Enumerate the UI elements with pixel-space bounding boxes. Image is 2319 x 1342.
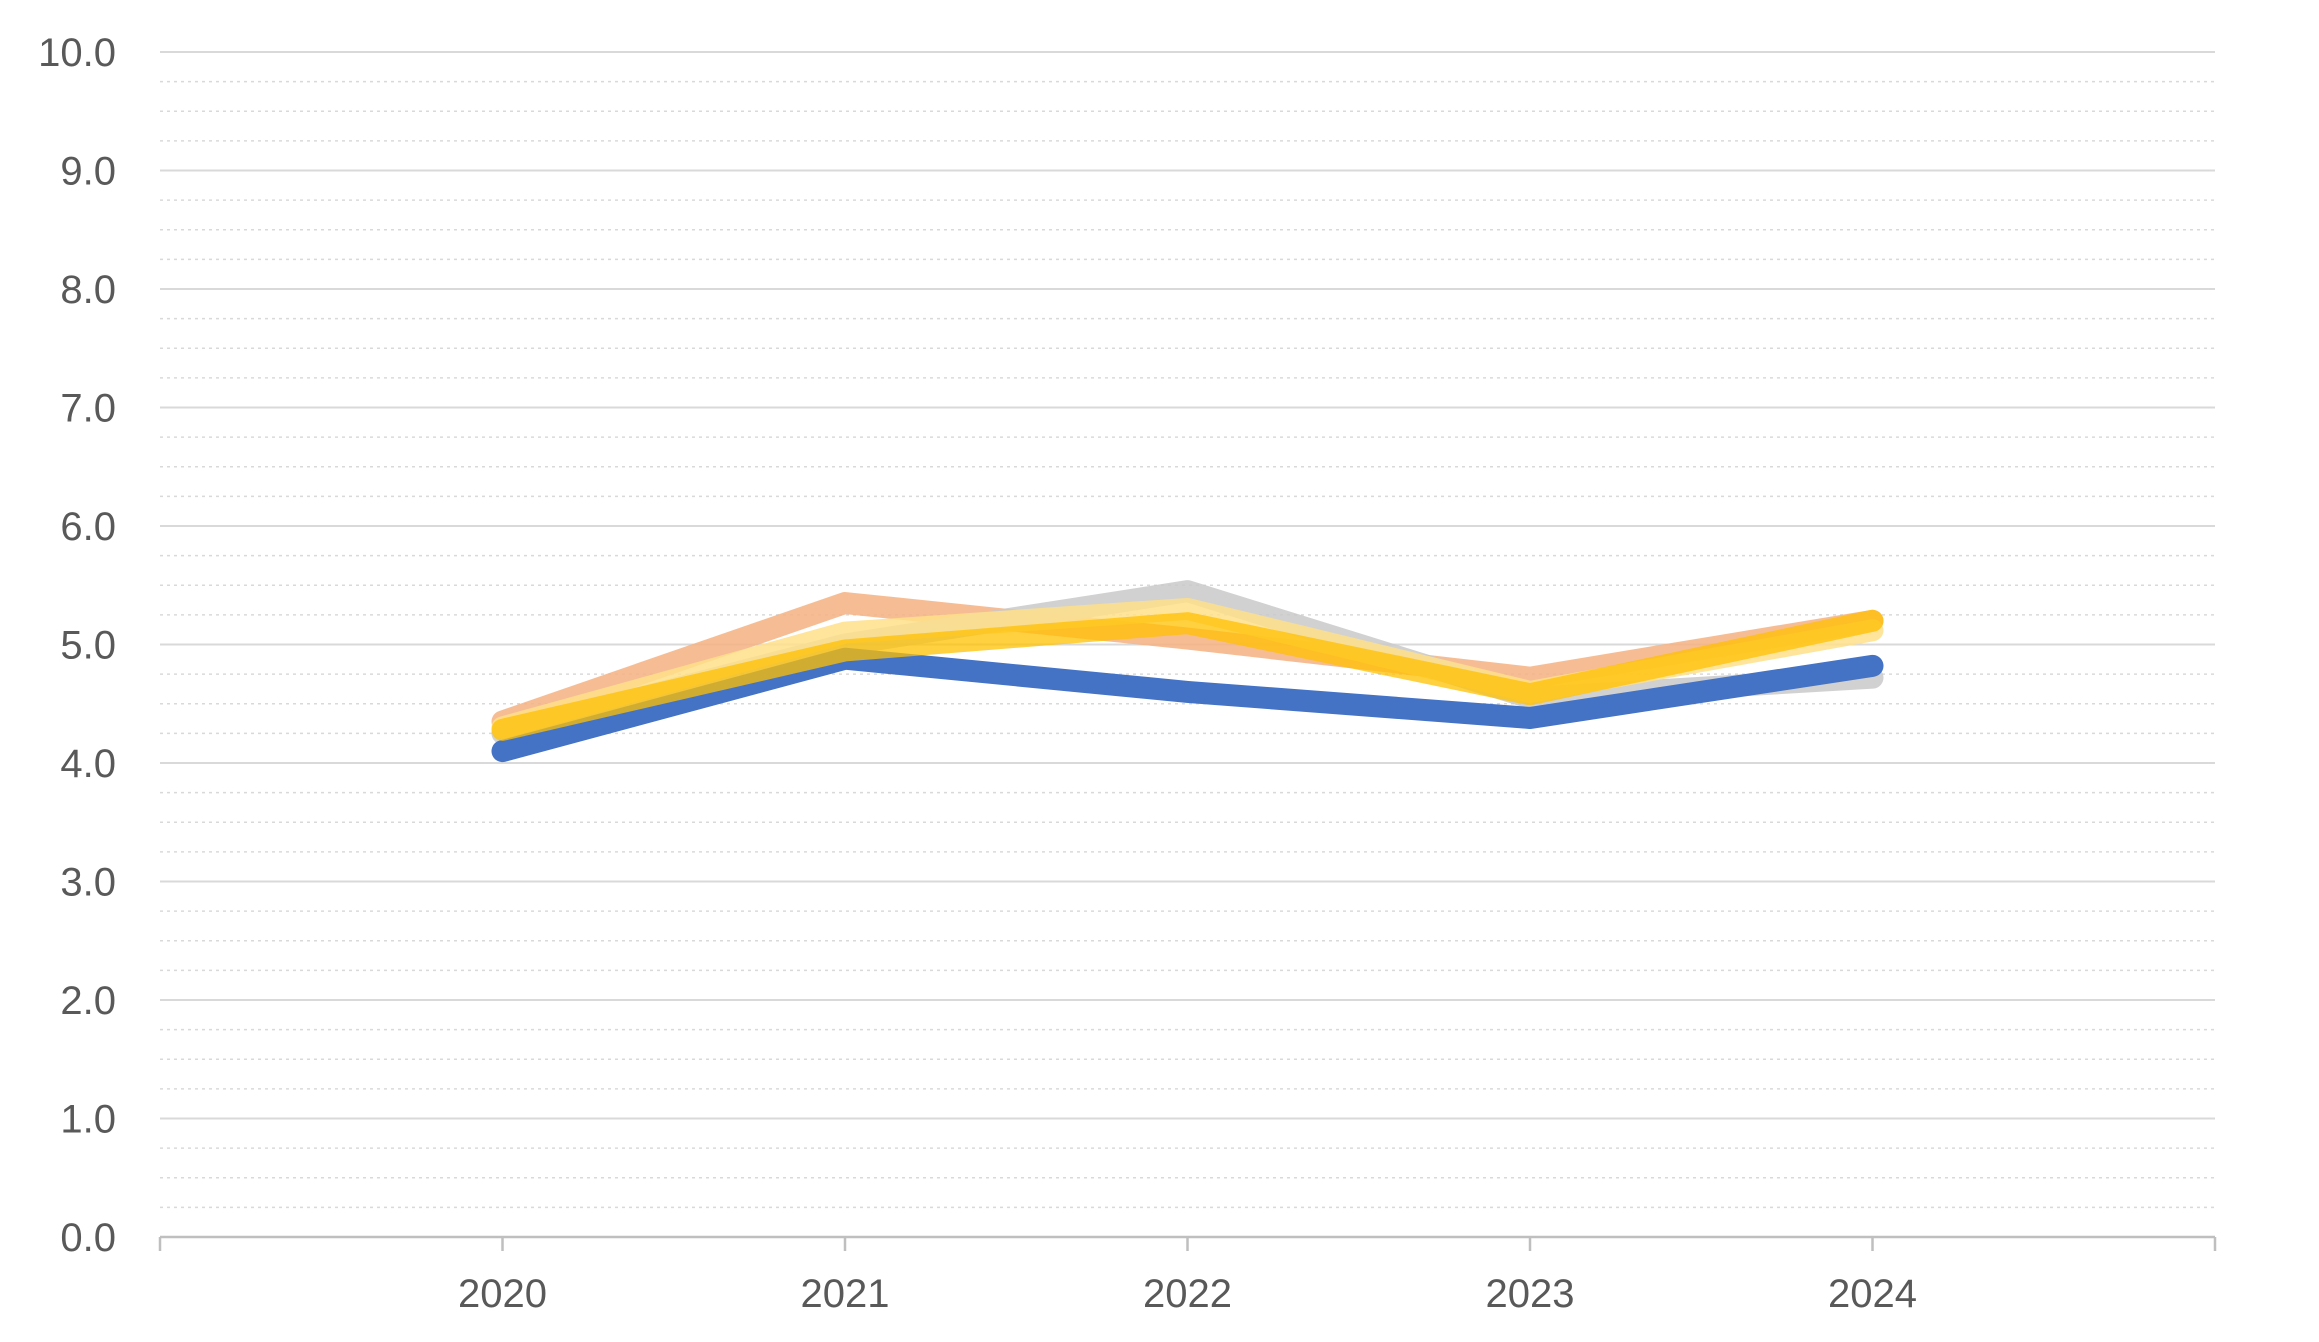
- y-tick-label: 6.0: [60, 505, 116, 549]
- y-tick-label: 7.0: [60, 387, 116, 431]
- y-tick-label: 1.0: [60, 1098, 116, 1142]
- y-tick-label: 9.0: [60, 150, 116, 194]
- x-tick-label: 2022: [1143, 1272, 1232, 1316]
- y-tick-label: 10.0: [38, 31, 116, 75]
- y-tick-label: 0.0: [60, 1216, 116, 1260]
- y-tick-label: 2.0: [60, 979, 116, 1023]
- series-line-5: [491, 609, 1884, 741]
- y-tick-label: 8.0: [60, 268, 116, 312]
- y-tick-label: 4.0: [60, 742, 116, 786]
- x-tick-label: 2021: [801, 1272, 890, 1316]
- x-tick-label: 2024: [1828, 1272, 1917, 1316]
- series-line-4: [491, 647, 1884, 763]
- x-tick-label: 2020: [458, 1272, 547, 1316]
- x-axis: [158, 1235, 2217, 1251]
- series-lines: [491, 580, 1884, 763]
- x-tick-label: 2023: [1486, 1272, 1575, 1316]
- y-tick-label: 5.0: [60, 624, 116, 668]
- y-tick-label: 3.0: [60, 861, 116, 905]
- y-axis-tick-labels: 0.0 1.0 2.0 3.0 4.0 5.0 6.0 7.0 8.0 9.0 10.0: [38, 31, 116, 1260]
- x-axis-tick-labels: 2020 2021 2022 2023 2024: [458, 1272, 1917, 1316]
